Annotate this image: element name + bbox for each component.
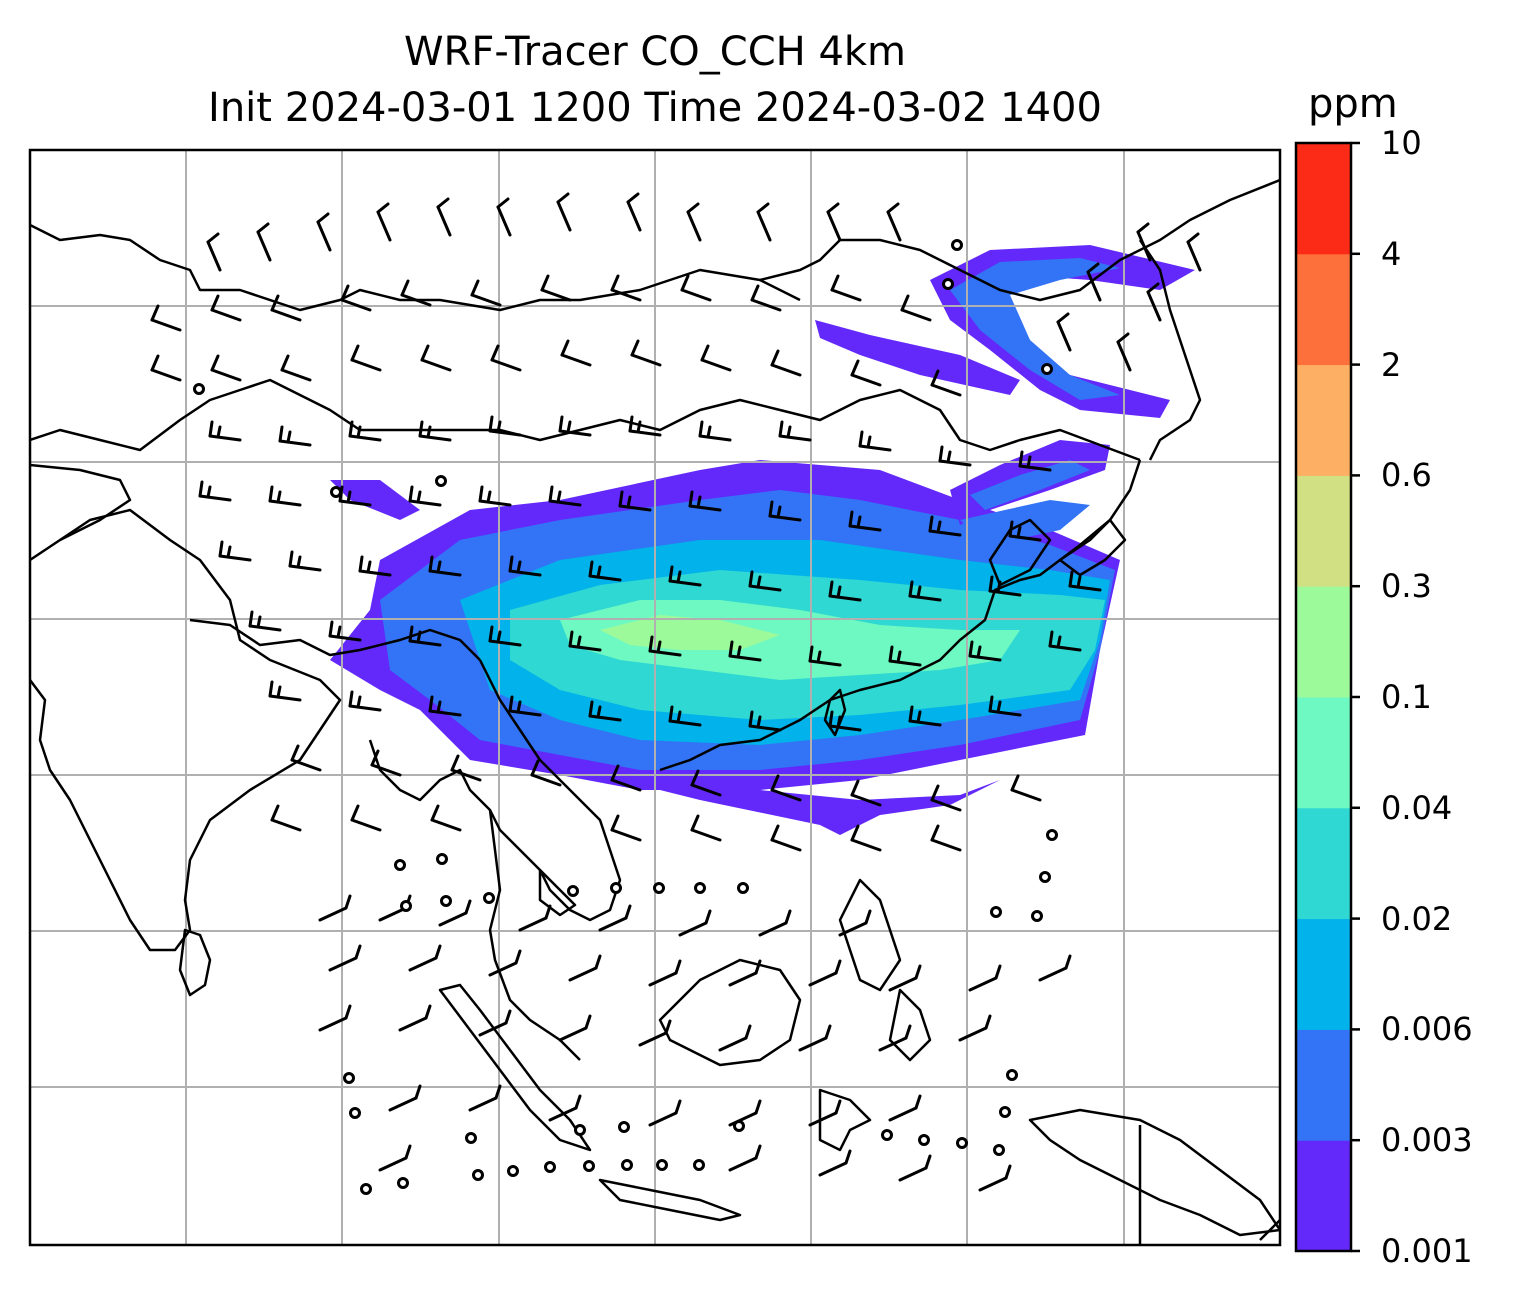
- colorbar-tick-label: 0.001: [1381, 1232, 1473, 1270]
- calm-wind-markers: [193, 239, 1058, 1195]
- graticule-grid: [30, 150, 1280, 1245]
- colorbar-segment: [1296, 143, 1351, 255]
- colorbar-segment: [1296, 697, 1351, 809]
- colorbar-tick-label: 0.6: [1381, 456, 1432, 495]
- coastlines-borders: [30, 178, 1280, 1245]
- colorbar-segment: [1296, 918, 1351, 1030]
- colorbar-tick-label: 0.3: [1381, 567, 1432, 606]
- colorbar-unit-label: ppm: [1308, 81, 1398, 127]
- tracer-plume-layer: [330, 245, 1195, 835]
- colorbar: [1294, 141, 1360, 1253]
- colorbar-segment: [1296, 475, 1351, 587]
- colorbar-segment: [1296, 253, 1351, 366]
- colorbar-tick-label: 2: [1381, 345, 1402, 384]
- colorbar-tick-label: 0.02: [1381, 899, 1453, 938]
- colorbar-tick-label: 0.006: [1381, 1010, 1473, 1049]
- map-frame: [28, 148, 1282, 1247]
- colorbar-tick-label: 0.1: [1381, 678, 1432, 716]
- colorbar-tick-label: 10: [1381, 124, 1422, 162]
- map-title-line2: Init 2024-03-01 1200 Time 2024-03-02 140…: [208, 85, 1102, 131]
- colorbar-segment: [1296, 586, 1351, 698]
- colorbar-segment: [1296, 1029, 1351, 1141]
- colorbar-tick-label: 0.04: [1381, 788, 1453, 827]
- colorbar-tick-label: 0.003: [1381, 1121, 1473, 1160]
- map-title-line1: WRF-Tracer CO_CCH 4km: [403, 29, 907, 75]
- colorbar-tick-label: 4: [1381, 234, 1402, 273]
- colorbar-segment: [1296, 1140, 1351, 1252]
- colorbar-segment: [1296, 807, 1351, 920]
- colorbar-segment: [1296, 364, 1351, 476]
